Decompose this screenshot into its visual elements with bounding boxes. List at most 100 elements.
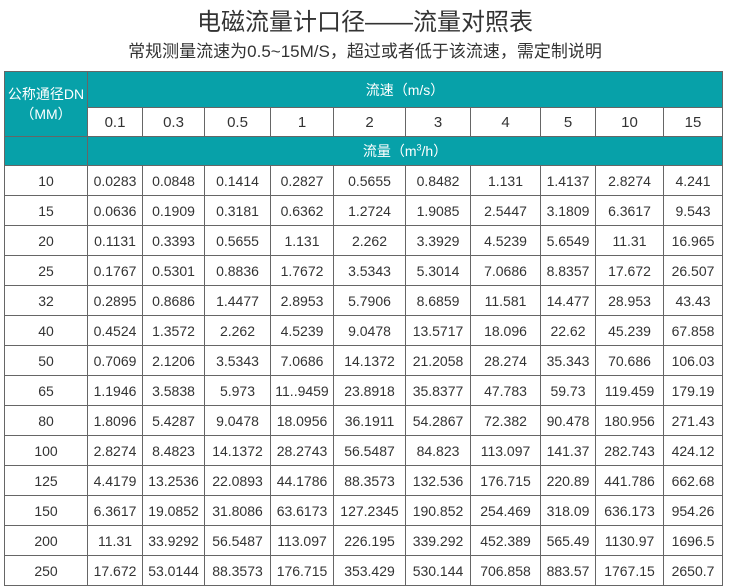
flow-cell: 8.8357 xyxy=(540,255,596,286)
table-row: 100 2.8274 8.4823 14.1372 28.2743 56.5487 84.8… xyxy=(4,435,724,466)
dn-cell: 32 xyxy=(4,285,88,316)
flow-cell: 530.144 xyxy=(405,555,471,586)
flow-cell: 353.429 xyxy=(333,555,406,586)
flow-cell: 3.5343 xyxy=(333,255,406,286)
table-row: 40 0.4524 1.3572 2.262 4.5239 9.0478 13.5717 18… xyxy=(4,315,724,346)
flow-cell: 0.0636 xyxy=(87,195,143,226)
flow-cell: 11.31 xyxy=(87,525,143,556)
flow-cell: 8.6859 xyxy=(405,285,471,316)
flow-cell: 63.6173 xyxy=(270,495,334,526)
velocity-cell: 2 xyxy=(333,107,406,137)
table-row: 250 17.672 53.0144 88.3573 176.715 353.429 530… xyxy=(4,555,724,586)
velocity-cell: 4 xyxy=(470,107,541,137)
table-row: 25 0.1767 0.5301 0.8836 1.7672 3.5343 5.3014 7.… xyxy=(4,255,724,286)
flow-cell: 5.973 xyxy=(204,375,271,406)
flow-cell: 1130.97 xyxy=(595,525,664,556)
flow-cell: 5.4287 xyxy=(142,405,205,436)
flow-cell: 0.1131 xyxy=(87,225,143,256)
flow-cell: 0.6362 xyxy=(270,195,334,226)
flow-cell: 31.8086 xyxy=(204,495,271,526)
flow-cell: 13.2536 xyxy=(142,465,205,496)
flow-cell: 19.0852 xyxy=(142,495,205,526)
flow-cell: 176.715 xyxy=(270,555,334,586)
flow-cell: 0.0848 xyxy=(142,165,205,196)
flow-cell: 18.0956 xyxy=(270,405,334,436)
flow-cell: 565.49 xyxy=(540,525,596,556)
flow-cell: 954.26 xyxy=(662,495,724,526)
flow-header-suffix: /h） xyxy=(421,143,448,159)
flow-cell: 0.1767 xyxy=(87,255,143,286)
flow-cell: 4.5239 xyxy=(470,225,541,256)
flow-cell: 0.0283 xyxy=(87,165,143,196)
flow-cell: 43.43 xyxy=(662,285,724,316)
table-row: 32 0.2895 0.8686 1.4477 2.8953 5.7906 8.6859 11… xyxy=(4,285,724,316)
flow-cell: 636.173 xyxy=(595,495,664,526)
flow-cell: 180.956 xyxy=(595,405,664,436)
blank-header-cell xyxy=(4,136,88,166)
flow-cell: 339.292 xyxy=(405,525,471,556)
flow-cell: 2.262 xyxy=(333,225,406,256)
flow-cell: 22.0893 xyxy=(204,465,271,496)
flow-cell: 44.1786 xyxy=(270,465,334,496)
table-row: 15 0.0636 0.1909 0.3181 0.6362 1.2724 1.9085 2.… xyxy=(4,195,724,226)
velocity-row: 0.1 0.3 0.5 1 2 3 4 5 10 15 xyxy=(5,107,724,137)
flow-cell: 176.715 xyxy=(470,465,541,496)
flow-cell: 0.2827 xyxy=(270,165,334,196)
flow-cell: 113.097 xyxy=(270,525,334,556)
table-row: 10 0.0283 0.0848 0.1414 0.2827 0.5655 0.8482 1.… xyxy=(4,165,724,196)
flow-cell: 0.3181 xyxy=(204,195,271,226)
flow-cell: 2.8274 xyxy=(87,435,143,466)
flow-cell: 1.4477 xyxy=(204,285,271,316)
flow-cell: 3.1809 xyxy=(540,195,596,226)
flow-cell: 17.672 xyxy=(595,255,664,286)
flow-cell: 106.03 xyxy=(662,345,724,376)
flow-cell: 1696.5 xyxy=(662,525,724,556)
dn-cell: 20 xyxy=(4,225,88,256)
velocity-cell: 10 xyxy=(595,107,664,137)
flow-cell: 1.131 xyxy=(270,225,334,256)
flow-cell: 90.478 xyxy=(540,405,596,436)
flow-cell: 72.382 xyxy=(470,405,541,436)
flow-cell: 254.469 xyxy=(470,495,541,526)
velocity-cell: 0.3 xyxy=(142,107,205,137)
flow-cell: 1.2724 xyxy=(333,195,406,226)
flow-cell: 141.37 xyxy=(540,435,596,466)
flow-cell: 132.536 xyxy=(405,465,471,496)
flow-cell: 84.823 xyxy=(405,435,471,466)
flow-cell: 1.9085 xyxy=(405,195,471,226)
velocity-cell: 3 xyxy=(405,107,471,137)
flow-cell: 4.4179 xyxy=(87,465,143,496)
flow-cell: 11..9459 xyxy=(270,375,334,406)
flow-cell: 0.1909 xyxy=(142,195,205,226)
flow-cell: 28.2743 xyxy=(270,435,334,466)
velocity-cell: 1 xyxy=(270,107,334,137)
flow-cell: 271.43 xyxy=(662,405,724,436)
flow-cell: 0.8836 xyxy=(204,255,271,286)
flow-cell: 33.9292 xyxy=(142,525,205,556)
flow-cell: 2650.7 xyxy=(662,555,724,586)
flow-cell: 45.239 xyxy=(595,315,664,346)
flow-cell: 28.274 xyxy=(470,345,541,376)
flow-cell: 452.389 xyxy=(470,525,541,556)
flow-cell: 2.262 xyxy=(204,315,271,346)
velocity-cell: 15 xyxy=(662,107,724,137)
flow-cell: 7.0686 xyxy=(470,255,541,286)
flow-cell: 883.57 xyxy=(540,555,596,586)
flow-cell: 282.743 xyxy=(595,435,664,466)
flow-table: 公称通径DN （MM） 流速（m/s） 0.1 0.3 0.5 1 2 3 4 5 10 15 流… xyxy=(4,71,724,586)
flow-cell: 2.8953 xyxy=(270,285,334,316)
velocity-cell: 0.1 xyxy=(87,107,143,137)
flow-cell: 2.5447 xyxy=(470,195,541,226)
flow-cell: 14.477 xyxy=(540,285,596,316)
flow-cell: 56.5487 xyxy=(204,525,271,556)
flow-header-prefix: 流量（m xyxy=(362,143,417,159)
flow-cell: 3.5343 xyxy=(204,345,271,376)
flow-cell: 28.953 xyxy=(595,285,664,316)
table-row: 50 0.7069 2.1206 3.5343 7.0686 14.1372 21.2058… xyxy=(4,345,724,376)
flow-cell: 1.8096 xyxy=(87,405,143,436)
flow-cell: 88.3573 xyxy=(333,465,406,496)
flow-cell: 22.62 xyxy=(540,315,596,346)
dn-cell: 100 xyxy=(4,435,88,466)
flow-cell: 3.3929 xyxy=(405,225,471,256)
flow-cell: 53.0144 xyxy=(142,555,205,586)
